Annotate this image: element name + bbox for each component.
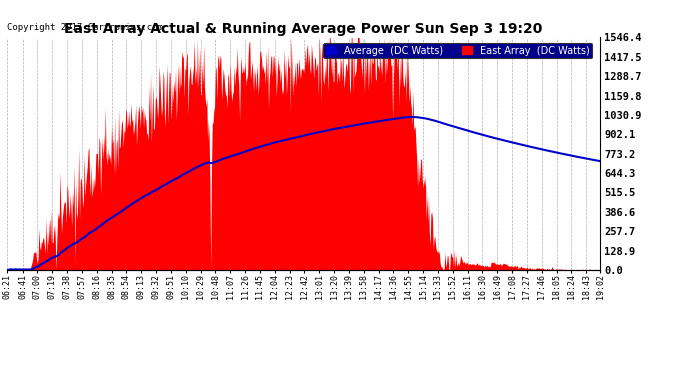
Title: East Array Actual & Running Average Power Sun Sep 3 19:20: East Array Actual & Running Average Powe… (64, 22, 543, 36)
Legend: Average  (DC Watts), East Array  (DC Watts): Average (DC Watts), East Array (DC Watts… (324, 43, 593, 58)
Text: Copyright 2017 Cartronics.com: Copyright 2017 Cartronics.com (7, 22, 163, 32)
